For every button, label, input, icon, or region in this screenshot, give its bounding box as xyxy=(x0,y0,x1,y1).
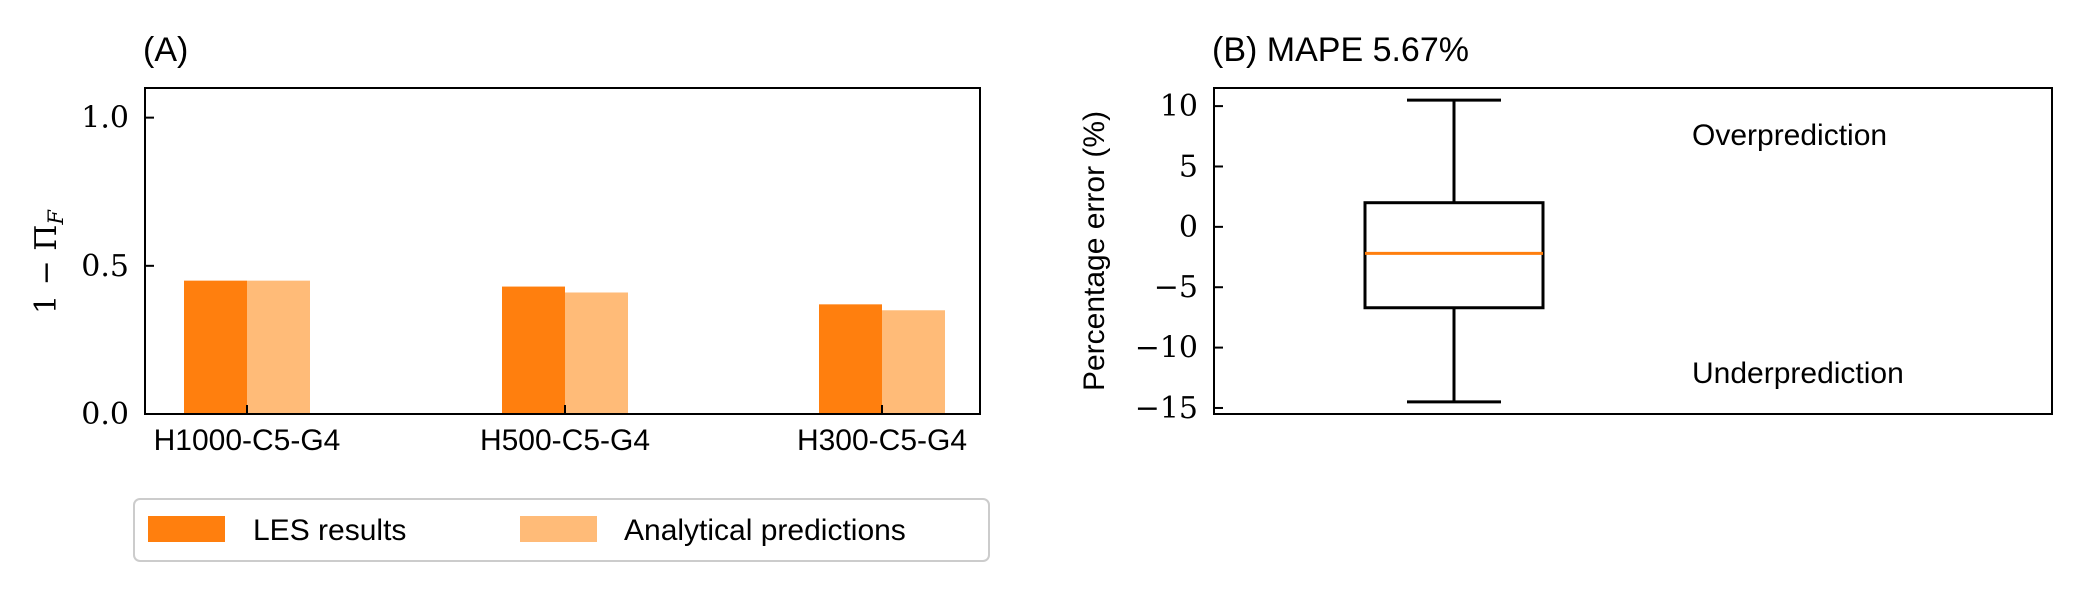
panel-a-axes xyxy=(144,87,981,415)
box-iqr xyxy=(1363,201,1545,310)
legend-swatch-les-results xyxy=(148,516,225,542)
panel-b-y-ticks: 10 5 0 −5 −10 −15 xyxy=(1135,89,1223,426)
bar-analytical-predictions-2 xyxy=(565,292,628,414)
bar-analytical-predictions-1 xyxy=(247,280,310,414)
bar-les-results-1 xyxy=(184,280,247,414)
panel-b-axes xyxy=(1213,87,2053,415)
y-tick-label: 5 xyxy=(1179,149,1198,184)
bar-analytical-predictions-3 xyxy=(882,310,945,414)
y-tick-label: −10 xyxy=(1135,331,1198,366)
legend-label-analytical-predictions: Analytical predictions xyxy=(624,514,906,547)
y-tick-label: 10 xyxy=(1160,89,1198,124)
annotation-underprediction: Underprediction xyxy=(1692,357,1904,390)
x-tick-label: H500-C5-G4 xyxy=(480,424,650,457)
panel-a-y-ticks: 0.0 0.5 1.0 xyxy=(81,101,154,432)
y-tick-label: 0.5 xyxy=(81,249,129,284)
panel-b-boxplot xyxy=(1363,98,1545,404)
panel-a-bars xyxy=(184,280,945,414)
bar-les-results-2 xyxy=(502,286,565,414)
panel-a-y-axis-label-subscript: F xyxy=(44,209,68,226)
panel-a: (A) 0.0 0.5 1.0 H1000-C5-G4 H500-C5-G4 H300-… xyxy=(29,31,990,562)
panel-b-y-axis-label: Percentage error (%) xyxy=(1078,111,1111,391)
annotation-overprediction: Overprediction xyxy=(1692,119,1887,152)
y-tick-label: 1.0 xyxy=(81,101,129,136)
legend-label-les-results: LES results xyxy=(253,514,406,547)
x-tick-label: H300-C5-G4 xyxy=(797,424,967,457)
y-tick-label: 0 xyxy=(1179,210,1198,245)
legend-swatch-analytical-predictions xyxy=(520,516,597,542)
panel-b-title: (B) MAPE 5.67% xyxy=(1212,31,1469,69)
panel-a-y-axis-label-main: 1 − Π xyxy=(29,225,64,314)
panel-a-legend: LES results Analytical predictions xyxy=(133,498,990,562)
y-tick-label: −5 xyxy=(1154,270,1198,305)
y-tick-label: 0.0 xyxy=(81,397,129,432)
panel-a-x-ticks: H1000-C5-G4 H500-C5-G4 H300-C5-G4 xyxy=(154,405,967,457)
bar-les-results-3 xyxy=(819,304,882,414)
y-tick-label: −15 xyxy=(1135,391,1198,426)
panel-a-title: (A) xyxy=(143,31,188,69)
panel-b: (B) MAPE 5.67% 10 5 0 −5 −10 −15 Percentage e… xyxy=(1078,31,2053,426)
panel-a-y-axis-label: 1 − ΠF xyxy=(29,209,68,314)
x-tick-label: H1000-C5-G4 xyxy=(154,424,341,457)
